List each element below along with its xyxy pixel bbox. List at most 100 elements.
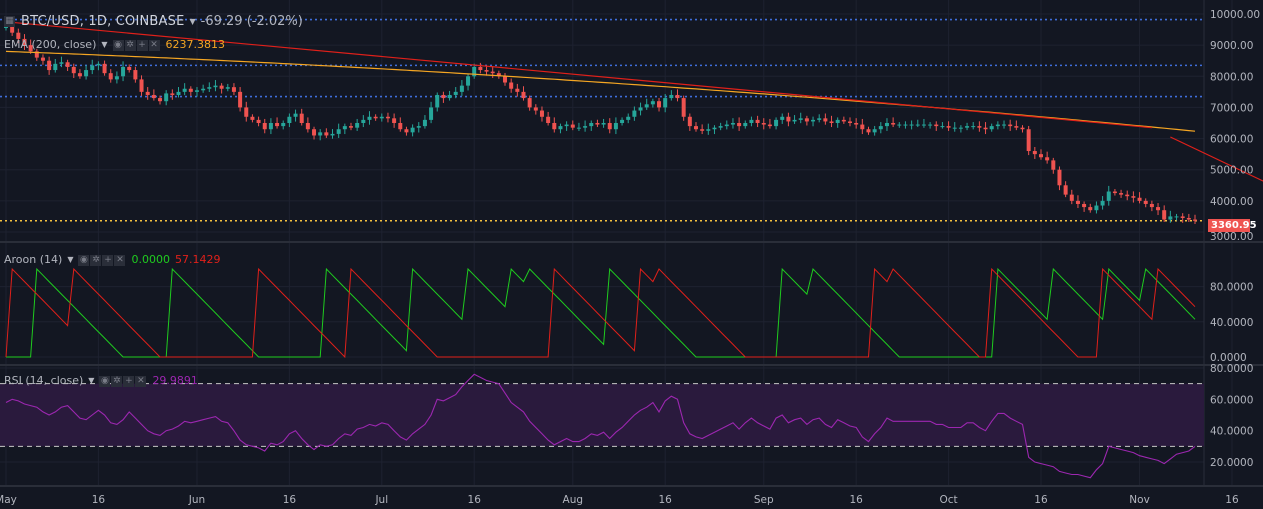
candle-body [139,79,144,92]
candle-body [96,63,101,66]
candle-body [515,88,520,92]
candle-body [743,123,748,127]
close-icon[interactable]: ✕ [135,376,147,387]
plus-icon[interactable]: + [123,376,135,387]
candle-body [921,124,926,126]
ema-label[interactable]: EMA (200, close) [4,37,97,51]
eye-icon[interactable]: ◉ [99,376,111,387]
time-axis-label: Oct [939,494,957,506]
ema-legend[interactable]: EMA (200, close) ▼ ◉ ✲ + ✕ 6237.3813 [4,37,225,51]
eye-icon[interactable]: ◉ [78,255,90,266]
candle-body [59,62,64,64]
candle-body [114,76,119,80]
price-change: -69.29 (-2.02%) [200,14,303,29]
candle-body [170,93,175,95]
time-axis-label: Nov [1129,494,1150,506]
plus-icon[interactable]: + [136,40,148,51]
symbol-legend[interactable]: ▦ BTC/USD, 1D, COINBASE ▼ -69.29 (-2.02%… [4,14,303,29]
candle-body [293,113,298,117]
candle-body [965,126,970,128]
candle-body [866,129,871,133]
candle-body [133,70,138,80]
gear-icon[interactable]: ✲ [111,376,123,387]
candle-body [1069,194,1074,201]
rsi-axis-tick-label: 80.0000 [1210,363,1253,375]
chevron-down-icon[interactable]: ▼ [189,17,196,26]
candle-body [194,90,199,92]
candle-body [392,118,397,123]
candle-body [626,116,631,120]
candle-body [77,73,82,77]
candle-body [1094,205,1099,211]
chevron-down-icon[interactable]: ▼ [88,375,95,385]
time-axis-label: 16 [283,494,297,506]
candle-body [361,119,366,123]
candle-body [1100,200,1105,206]
candle-body [595,123,600,125]
aroon-up-line [6,267,1196,358]
candle-body [872,129,877,133]
candle-body [275,123,280,127]
candle-body [478,66,483,71]
candle-body [854,123,859,125]
rsi-legend[interactable]: RSI (14, close) ▼ ◉ ✲ + ✕ 29.9891 [4,373,198,387]
candle-body [429,107,434,120]
candle-body [564,124,569,127]
price-axis-tick-label: 7000.00 [1210,102,1253,114]
chevron-down-icon[interactable]: ▼ [67,254,74,264]
candle-body [1106,191,1111,201]
candle-body [1162,210,1167,220]
candle-body [225,87,230,89]
aroon-legend[interactable]: Aroon (14) ▼ ◉ ✲ + ✕ 0.0000 57.1429 [4,252,220,266]
candle-body [860,124,865,130]
chevron-down-icon[interactable]: ▼ [101,39,108,49]
candle-body [1186,217,1191,220]
candle-body [398,123,403,130]
candle-body [459,85,464,92]
candle-body [977,126,982,128]
candle-body [53,63,58,71]
candle-body [552,123,557,130]
gear-icon[interactable]: ✲ [124,40,136,51]
candle-body [509,82,514,89]
candle-body [484,70,489,72]
candle-body [946,126,951,128]
gear-icon[interactable]: ✲ [90,255,102,266]
candle-body [1051,160,1056,170]
last-price-badge: 3360.95 [1208,219,1257,232]
aroon-label[interactable]: Aroon (14) [4,252,63,266]
candle-body [583,126,588,128]
candle-body [188,88,193,92]
candle-body [472,66,477,77]
candle-body [10,23,15,33]
candle-body [700,129,705,131]
candle-body [804,118,809,122]
aroon-down-value: 57.1429 [174,252,221,266]
symbol-toggle-icon[interactable]: ▦ [4,16,15,27]
candle-body [915,124,920,126]
candle-body [650,101,655,105]
candle-body [644,104,649,108]
symbol-title[interactable]: BTC/USD, 1D, COINBASE [21,14,185,29]
eye-icon[interactable]: ◉ [112,40,124,51]
candle-body [589,123,594,127]
candle-body [989,126,994,130]
candle-body [1008,124,1013,127]
candle-body [811,119,816,122]
candle-body [940,126,945,128]
candle-body [28,45,33,52]
close-icon[interactable]: ✕ [148,40,160,51]
aroon-axis-tick-label: 40.0000 [1210,317,1253,329]
candle-body [891,123,896,125]
plus-icon[interactable]: + [102,255,114,266]
rsi-band-fill [0,383,1204,447]
candle-body [34,51,39,58]
rsi-label[interactable]: RSI (14, close) [4,373,84,387]
candle-body [774,119,779,127]
close-icon[interactable]: ✕ [114,255,126,266]
candle-body [40,57,45,61]
candle-body [1082,203,1087,208]
time-axis-label: 16 [1034,494,1048,506]
candle-body [305,123,310,130]
